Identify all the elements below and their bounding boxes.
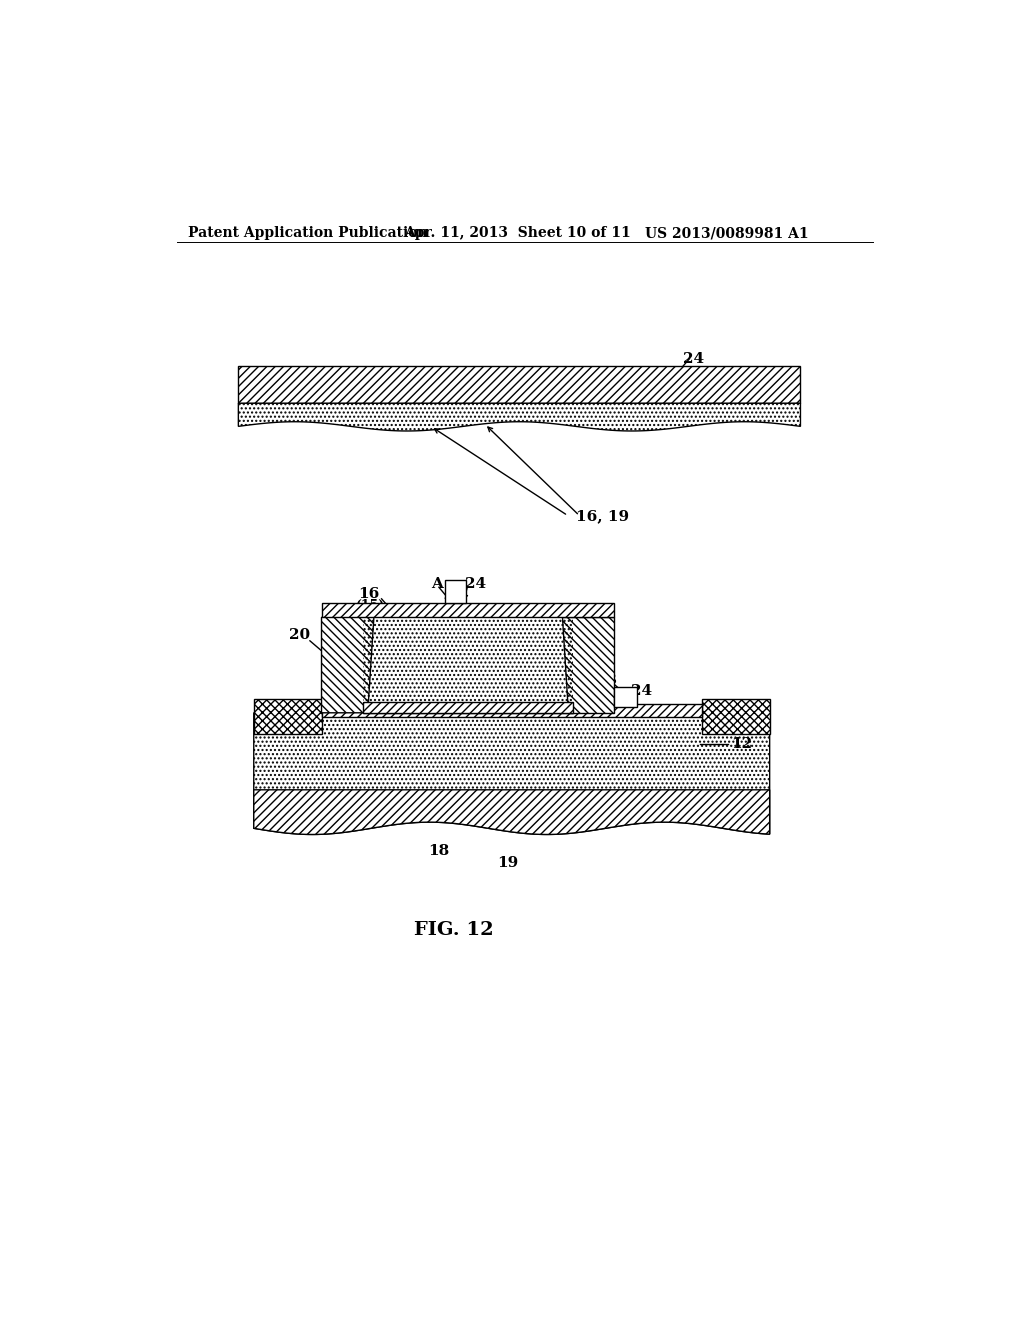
Polygon shape xyxy=(322,618,374,713)
Polygon shape xyxy=(562,618,614,713)
Text: 24: 24 xyxy=(631,684,652,697)
Text: US 2013/0089981 A1: US 2013/0089981 A1 xyxy=(645,226,809,240)
Text: 12: 12 xyxy=(731,738,753,751)
Bar xyxy=(614,686,637,706)
Polygon shape xyxy=(254,789,770,834)
Bar xyxy=(364,702,572,713)
Bar xyxy=(322,704,701,718)
Polygon shape xyxy=(239,404,801,430)
Bar xyxy=(254,700,322,734)
Bar xyxy=(701,700,770,734)
Bar xyxy=(364,702,572,713)
Text: Apr. 11, 2013  Sheet 10 of 11: Apr. 11, 2013 Sheet 10 of 11 xyxy=(403,226,631,240)
Bar xyxy=(444,581,466,603)
Polygon shape xyxy=(254,713,770,834)
Bar xyxy=(254,700,322,734)
Bar xyxy=(239,367,801,404)
Bar xyxy=(701,700,770,734)
Bar xyxy=(322,603,614,618)
Text: 20: 20 xyxy=(289,628,310,642)
Text: 24: 24 xyxy=(683,352,705,367)
Text: 16, 19: 16, 19 xyxy=(575,510,629,524)
Bar xyxy=(364,610,572,713)
Bar xyxy=(322,603,614,618)
Text: 18: 18 xyxy=(428,843,450,858)
Bar xyxy=(322,704,701,718)
Text: Patent Application Publication: Patent Application Publication xyxy=(188,226,428,240)
Text: A: A xyxy=(431,577,442,591)
Bar xyxy=(364,610,572,713)
Text: B: B xyxy=(603,673,616,686)
Text: FIG. 12: FIG. 12 xyxy=(414,921,494,939)
Bar xyxy=(239,367,801,404)
Text: (15): (15) xyxy=(355,599,385,612)
Text: 16: 16 xyxy=(358,586,380,601)
Text: 12a: 12a xyxy=(731,706,762,721)
Text: 19: 19 xyxy=(498,857,518,870)
Text: 24: 24 xyxy=(465,577,485,591)
